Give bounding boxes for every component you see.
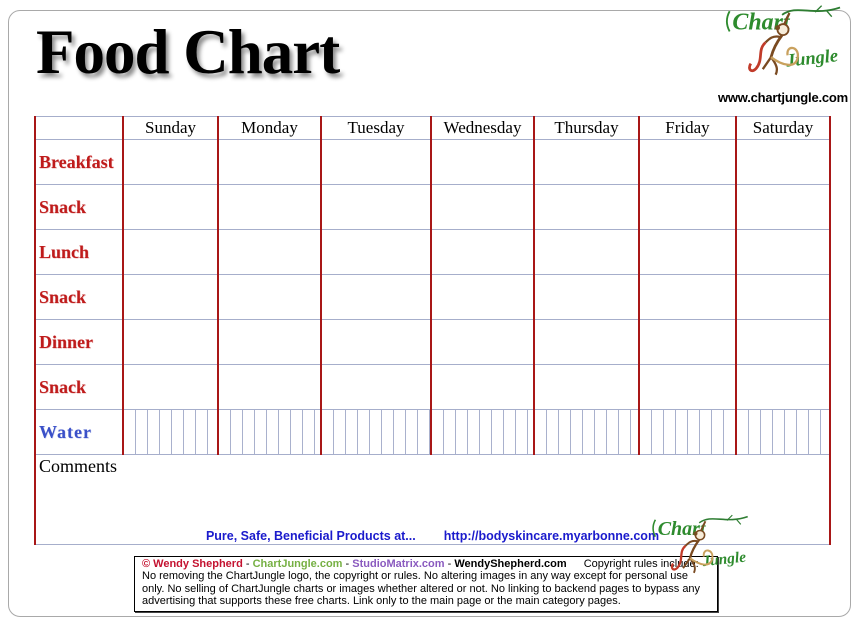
meal-cell xyxy=(430,274,535,320)
table-row-dinner: Dinner xyxy=(34,319,831,365)
meal-cell xyxy=(122,139,219,185)
meal-cell xyxy=(735,274,831,320)
meal-cell xyxy=(533,364,640,410)
meal-cell xyxy=(430,364,535,410)
meal-cell xyxy=(638,184,737,230)
row-label-snack-3: Snack xyxy=(34,364,124,410)
meal-cell xyxy=(320,364,432,410)
meal-cell xyxy=(122,319,219,365)
table-row-snack-1: Snack xyxy=(34,184,831,230)
meal-cell xyxy=(217,229,322,275)
meal-cell xyxy=(320,274,432,320)
meal-cell xyxy=(430,229,535,275)
water-tick-cell xyxy=(735,409,831,455)
day-header-thursday: Thursday xyxy=(533,116,640,140)
chartjungle-logo-icon-small xyxy=(650,512,750,589)
water-tick-cell xyxy=(638,409,737,455)
meal-cell xyxy=(320,229,432,275)
meal-cell xyxy=(217,139,322,185)
day-header-saturday: Saturday xyxy=(735,116,831,140)
meal-cell xyxy=(217,184,322,230)
copyright-owner: © Wendy Shepherd xyxy=(142,558,243,570)
meal-cell xyxy=(735,229,831,275)
meal-cell xyxy=(638,274,737,320)
separator: - xyxy=(447,558,452,570)
meal-cell xyxy=(533,139,640,185)
copyright-rules-text: No removing the ChartJungle logo, the co… xyxy=(142,570,701,608)
row-label-dinner: Dinner xyxy=(34,319,124,365)
meal-cell xyxy=(217,364,322,410)
meal-cell xyxy=(533,184,640,230)
row-label-snack-2: Snack xyxy=(34,274,124,320)
row-label-lunch: Lunch xyxy=(34,229,124,275)
brand-block: www.chartjungle.com xyxy=(714,2,852,105)
meal-cell xyxy=(320,184,432,230)
meal-cell xyxy=(430,319,535,365)
chartjungle-logo-icon xyxy=(720,2,846,94)
water-tick-cell xyxy=(122,409,219,455)
row-label-snack-1: Snack xyxy=(34,184,124,230)
page-title: Food Chart xyxy=(36,17,340,87)
meal-cell xyxy=(122,229,219,275)
meal-cell xyxy=(638,229,737,275)
day-header-wednesday: Wednesday xyxy=(430,116,535,140)
day-header-monday: Monday xyxy=(217,116,322,140)
copyright-link-chartjungle[interactable]: ChartJungle.com xyxy=(252,558,343,570)
meal-cell xyxy=(430,184,535,230)
separator: - xyxy=(345,558,350,570)
separator: - xyxy=(245,558,250,570)
copyright-box: © Wendy Shepherd - ChartJungle.com - Stu… xyxy=(134,556,718,612)
meal-cell xyxy=(122,184,219,230)
meal-cell xyxy=(217,274,322,320)
meal-cell xyxy=(533,319,640,365)
website-url[interactable]: www.chartjungle.com xyxy=(717,90,849,105)
corner-cell xyxy=(34,116,124,140)
comments-label: Comments xyxy=(39,456,118,476)
meal-cell xyxy=(735,364,831,410)
water-tick-cell xyxy=(217,409,322,455)
copyright-link-studiomatrix[interactable]: StudioMatrix.com xyxy=(352,558,445,570)
promo-text: Pure, Safe, Beneficial Products at... xyxy=(205,529,416,543)
meal-cell xyxy=(735,319,831,365)
meal-cell xyxy=(320,139,432,185)
copyright-line: © Wendy Shepherd - ChartJungle.com - Stu… xyxy=(142,558,710,570)
row-label-breakfast: Breakfast xyxy=(34,139,124,185)
row-label-water: Water xyxy=(34,409,124,455)
table-row-snack-2: Snack xyxy=(34,274,831,320)
meal-cell xyxy=(735,139,831,185)
day-header-sunday: Sunday xyxy=(122,116,219,140)
copyright-rules-intro: Copyright rules include: xyxy=(583,558,699,570)
meal-cell xyxy=(638,364,737,410)
table-row-snack-3: Snack xyxy=(34,364,831,410)
day-header-tuesday: Tuesday xyxy=(320,116,432,140)
table-row-breakfast: Breakfast xyxy=(34,139,831,185)
meal-cell xyxy=(320,319,432,365)
table-row-lunch: Lunch xyxy=(34,229,831,275)
table-row-water: Water xyxy=(34,409,831,455)
meal-cell xyxy=(638,139,737,185)
water-tick-cell xyxy=(430,409,535,455)
water-tick-cell xyxy=(320,409,432,455)
day-header-friday: Friday xyxy=(638,116,737,140)
meal-cell xyxy=(217,319,322,365)
day-header-row: Sunday Monday Tuesday Wednesday Thursday… xyxy=(34,116,831,140)
copyright-link-wendyshepherd[interactable]: WendyShepherd.com xyxy=(454,558,567,570)
meal-cell xyxy=(735,184,831,230)
meal-cell xyxy=(122,274,219,320)
promo-url[interactable]: http://bodyskincare.myarbonne.com xyxy=(443,529,660,543)
meal-cell xyxy=(533,274,640,320)
meal-cell xyxy=(430,139,535,185)
promo-line: Pure, Safe, Beneficial Products at... ht… xyxy=(37,529,828,543)
meal-cell xyxy=(638,319,737,365)
meal-cell xyxy=(122,364,219,410)
water-tick-cell xyxy=(533,409,640,455)
meal-cell xyxy=(533,229,640,275)
food-chart-table: Sunday Monday Tuesday Wednesday Thursday… xyxy=(34,116,831,545)
